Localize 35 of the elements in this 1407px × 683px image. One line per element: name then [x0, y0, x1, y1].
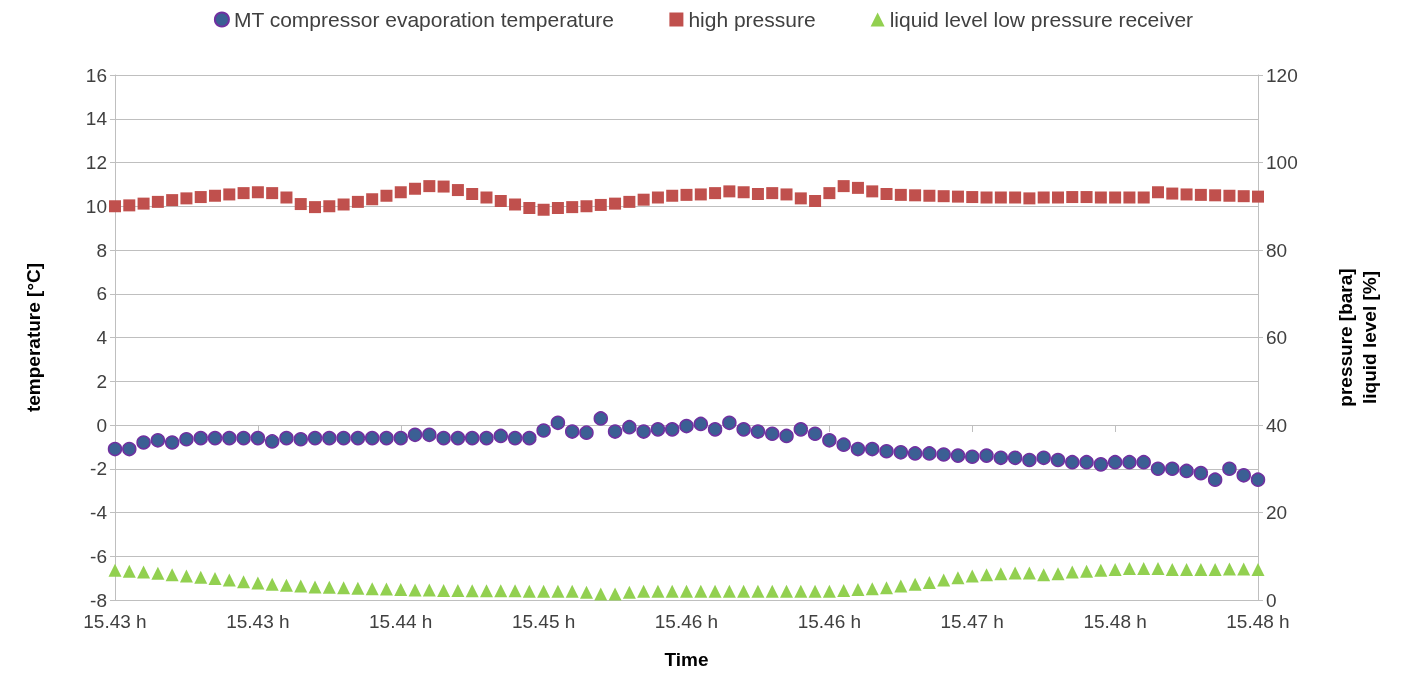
y-tick-label: -4	[90, 502, 108, 523]
x-tick-label: 15.48 h	[1226, 611, 1290, 632]
y-tick-label: 2	[96, 370, 107, 392]
x-tick-label: 15.44 h	[369, 611, 433, 632]
y2-tick-label: 80	[1266, 239, 1288, 261]
x-tick-label: 15.46 h	[797, 611, 862, 632]
y2-tick-label: 100	[1266, 152, 1298, 173]
y-tick-label: -8	[90, 589, 107, 611]
y-tick-label: 6	[96, 283, 107, 305]
y2-axis-title: pressure [bara] liquid level [%]	[1334, 268, 1380, 407]
y2-tick-label: 60	[1266, 327, 1288, 348]
y-tick-label: 14	[85, 108, 108, 130]
y2-tick-label: 20	[1266, 502, 1288, 523]
legend-label: MT compressor evaporation temperature	[233, 8, 615, 31]
y-tick-label: 10	[85, 195, 107, 217]
x-tick-label: 15.45 h	[511, 611, 576, 632]
x-tick-label: 15.46 h	[654, 611, 719, 632]
legend-label: high pressure	[688, 8, 816, 31]
x-tick-label: 15.47 h	[940, 611, 1004, 632]
y-tick-label: 12	[85, 152, 107, 173]
x-tick-label: 15.43 h	[226, 611, 290, 632]
y2-tick-label: 120	[1266, 64, 1298, 86]
y-tick-label: -6	[90, 545, 107, 567]
y-tick-label: -2	[90, 458, 107, 480]
legend-label: liquid level low pressure receiver	[889, 8, 1194, 31]
x-axis-title: Time	[664, 649, 709, 670]
y-tick-label: 8	[96, 239, 107, 261]
y2-tick-label: 0	[1266, 589, 1277, 611]
y-axis-title: temperature [°C]	[22, 262, 44, 413]
y-tick-label: 4	[96, 327, 108, 348]
y2-tick-label: 40	[1266, 414, 1288, 436]
x-tick-label: 15.48 h	[1083, 611, 1147, 632]
x-tick-label: 15.43 h	[83, 611, 147, 632]
y-tick-label: 0	[96, 414, 107, 436]
y-tick-label: 16	[85, 64, 107, 86]
